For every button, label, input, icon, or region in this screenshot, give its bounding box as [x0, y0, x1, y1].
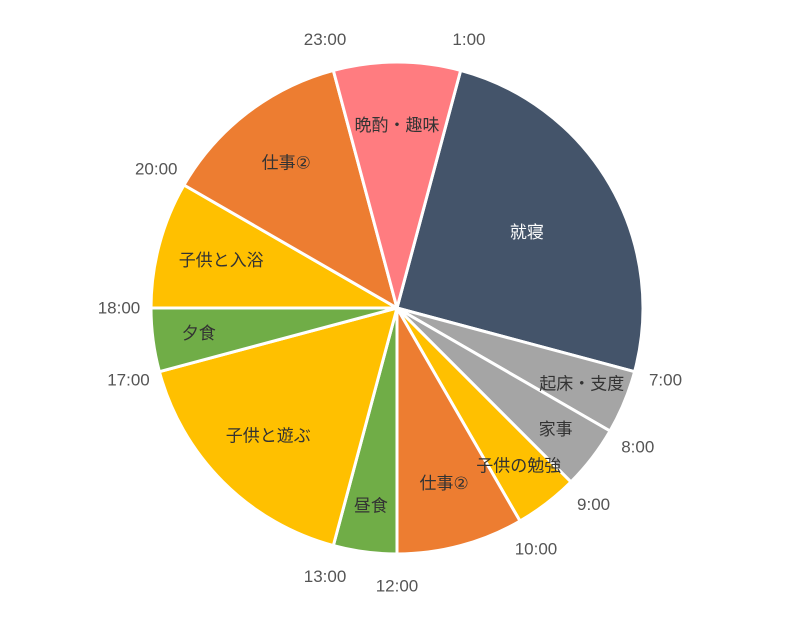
time-label: 18:00 [98, 299, 141, 318]
slice-label: 仕事② [419, 474, 468, 494]
slice-label: 子供の勉強 [476, 457, 561, 477]
time-label: 23:00 [304, 30, 347, 49]
time-label: 13:00 [304, 567, 347, 586]
slice-label: 夕食 [182, 324, 216, 344]
time-label: 8:00 [621, 438, 654, 457]
slice-label: 子供と入浴 [179, 251, 264, 271]
pie-slice [157, 306, 399, 548]
pie-slices [149, 60, 645, 556]
slice-label: 昼食 [354, 496, 388, 516]
slice-label: 就寝 [510, 222, 544, 243]
pie-slice [182, 68, 399, 310]
time-label: 10:00 [515, 539, 558, 558]
pie-slice [331, 60, 463, 310]
time-label: 12:00 [376, 577, 419, 596]
time-label: 20:00 [135, 160, 178, 179]
slice-label: 仕事② [262, 154, 311, 174]
slice-label: 家事 [539, 420, 573, 440]
slice-label: 起床・支度 [539, 375, 624, 395]
time-label: 17:00 [107, 370, 150, 389]
slice-label: 子供と遊ぶ [226, 427, 311, 447]
slice-label: 晩酌・趣味 [355, 116, 440, 136]
time-label: 1:00 [452, 30, 485, 49]
time-label: 9:00 [577, 495, 610, 514]
time-labels: 1:00 7:00 8:00 9:00 10:00 12:00 13:00 17:00 18:0… [98, 30, 682, 596]
pie-slice [149, 183, 399, 310]
time-label: 7:00 [649, 370, 682, 389]
pie-slice [395, 68, 645, 374]
pie-slice [395, 306, 522, 556]
